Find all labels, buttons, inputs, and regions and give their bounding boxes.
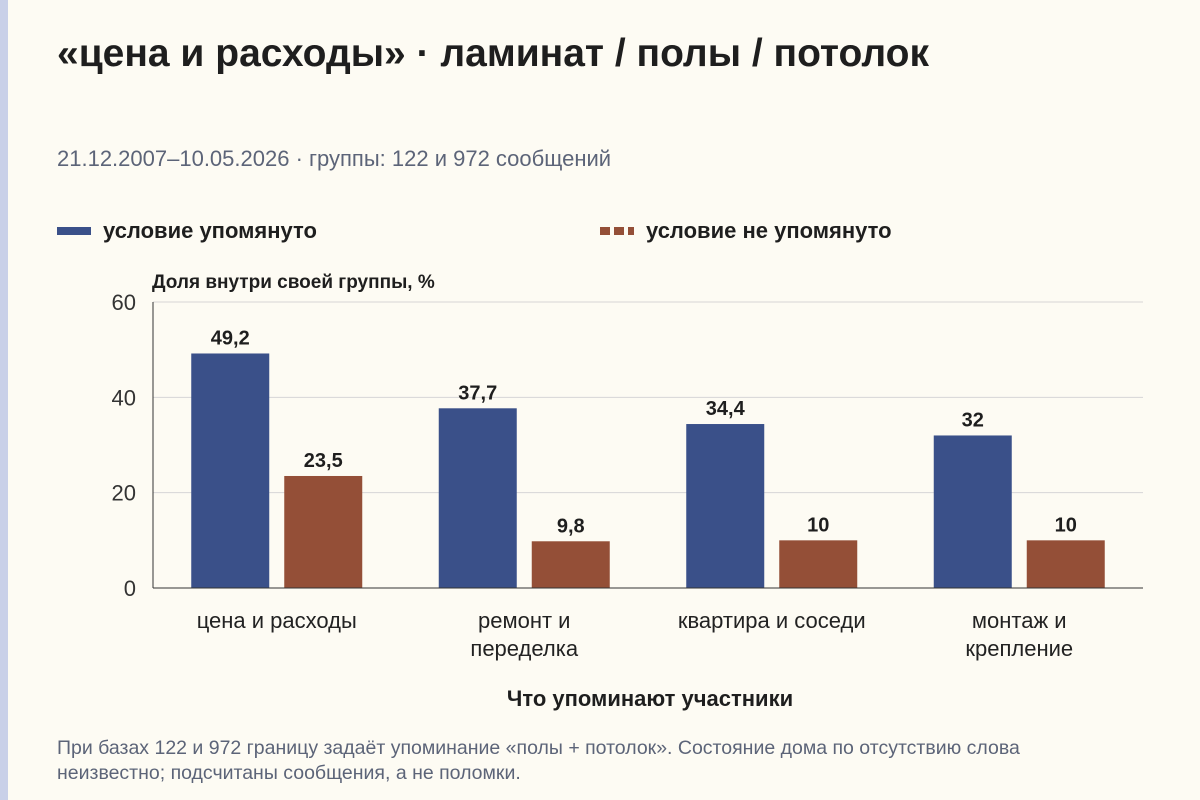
data-label: 49,2 (211, 327, 250, 349)
left-accent-bar (0, 0, 8, 800)
y-axis-label: Доля внутри своей группы, % (152, 272, 435, 293)
data-label: 10 (807, 514, 829, 536)
data-label: 37,7 (458, 382, 497, 404)
y-tick-label: 60 (112, 290, 136, 315)
data-label: 9,8 (557, 515, 585, 537)
bar (531, 541, 610, 588)
legend-swatch-not-mentioned (600, 227, 634, 235)
data-label: 23,5 (304, 450, 343, 472)
legend-item-mentioned: условие упомянуто (57, 218, 317, 244)
x-tick-label: монтаж и (972, 608, 1067, 633)
y-tick-label: 40 (112, 385, 136, 410)
bar (779, 540, 858, 588)
data-label: 32 (962, 409, 984, 431)
bar (438, 408, 517, 588)
legend-label-mentioned: условие упомянуто (103, 218, 317, 243)
labels-layer: 49,2 23,5 37,7 9,8 34,4 10 32 10 (211, 327, 1077, 537)
legend-swatch-mentioned (57, 227, 91, 235)
x-axis-label-text: Что упоминают участники (506, 686, 794, 711)
data-label: 10 (1055, 514, 1077, 536)
bar (686, 424, 765, 588)
x-tick-label: переделка (470, 636, 578, 661)
y-tick-label: 20 (112, 481, 136, 506)
bar (284, 475, 363, 588)
bars-layer (191, 353, 1105, 588)
bar (191, 353, 270, 588)
legend-item-not-mentioned: условие не упомянуто (600, 218, 892, 244)
bar (1026, 540, 1105, 588)
x-tick-label: ремонт и (478, 608, 570, 633)
legend-label-not-mentioned: условие не упомянуто (646, 218, 892, 243)
data-label: 34,4 (706, 398, 746, 420)
x-tick-label: квартира и соседи (678, 608, 866, 633)
x-tick-label: цена и расходы (197, 608, 357, 633)
chart-title: «цена и расходы» · ламинат / полы / пото… (57, 32, 929, 75)
x-axis-label: Что упоминают участники (0, 686, 1200, 712)
bar (933, 435, 1012, 588)
y-tick-label: 0 (124, 576, 136, 601)
chart-subtitle: 21.12.2007–10.05.2026 · группы: 122 и 97… (57, 146, 612, 171)
x-tick-label: крепление (965, 636, 1073, 661)
axis-layer: 0 20 40 60 цена и расходы ремонт и переделка кв… (112, 290, 1143, 661)
footnote: При базах 122 и 972 границу задаёт упоми… (57, 737, 1020, 784)
